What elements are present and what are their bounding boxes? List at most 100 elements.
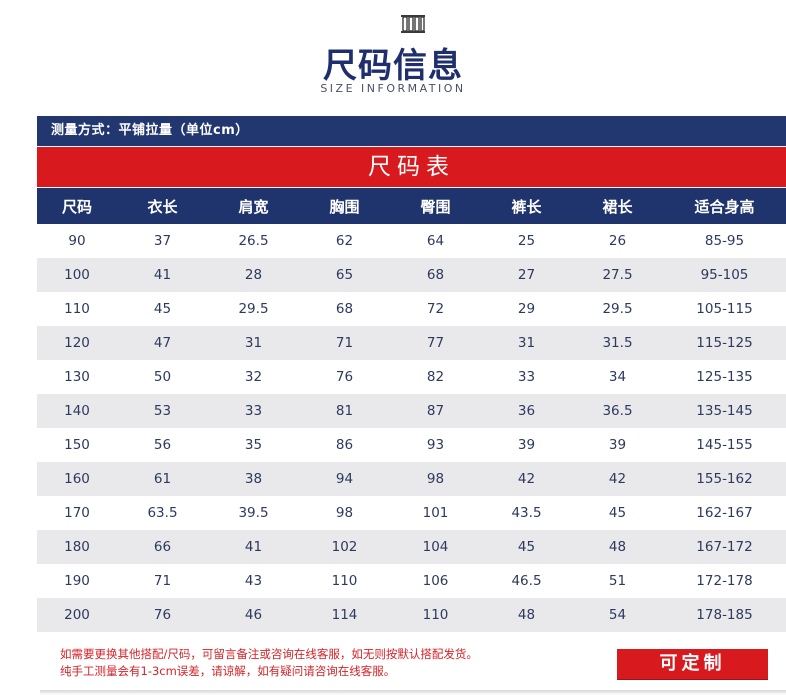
table-cell: 41: [244, 539, 263, 555]
table-cell: 42: [517, 471, 536, 487]
table-cell: 94: [335, 471, 354, 487]
table-cell: 47: [153, 335, 172, 351]
measure-method-bar: 测量方式：平铺拉量（单位cm）: [37, 116, 786, 146]
clothes-rack-icon: [401, 15, 425, 33]
table-cell: 31: [517, 335, 536, 351]
table-row: 100 41 28 65 68 27 27.5 95-105: [37, 258, 786, 292]
table-cell: 106: [422, 573, 449, 589]
table-cell: 45: [608, 505, 627, 521]
table-cell: 53: [153, 403, 172, 419]
table-body: 90 37 26.5 62 64 25 26 85-95 100 41 28 65 68 27 27.5 95…: [37, 224, 786, 632]
table-cell: 46.5: [511, 573, 542, 589]
notice-line-1: 如需要更换其他搭配/尺码，可留言备注或咨询在线客服，如无则按默认搭配发货。: [60, 647, 478, 661]
column-header: 衣长: [147, 197, 178, 216]
table-cell: 72: [426, 301, 445, 317]
table-cell: 140: [64, 403, 90, 419]
table-row: 130 50 32 76 82 33 34 125-135: [37, 360, 786, 394]
table-cell: 32: [244, 369, 263, 385]
table-cell: 51: [608, 573, 627, 589]
table-cell: 71: [335, 335, 354, 351]
table-cell: 90: [68, 233, 86, 249]
size-table-title: 尺码表: [37, 147, 786, 187]
table-cell: 43: [244, 573, 263, 589]
table-cell: 104: [422, 539, 449, 555]
table-cell: 77: [426, 335, 445, 351]
table-row: 160 61 38 94 98 42 42 155-162: [37, 462, 786, 496]
table-cell: 180: [64, 539, 90, 555]
table-cell: 65: [335, 267, 354, 283]
table-row: 120 47 31 71 77 31 31.5 115-125: [37, 326, 786, 360]
table-cell: 50: [153, 369, 172, 385]
table-cell: 114: [331, 607, 358, 623]
column-header: 臀围: [420, 197, 451, 216]
table-cell: 31.5: [602, 335, 633, 351]
table-cell: 155-162: [696, 471, 753, 487]
table-cell: 102: [331, 539, 358, 555]
table-row: 110 45 29.5 68 72 29 29.5 105-115: [37, 292, 786, 326]
table-cell: 76: [153, 607, 172, 623]
table-cell: 93: [426, 437, 445, 453]
table-cell: 62: [335, 233, 354, 249]
table-cell: 160: [64, 471, 90, 487]
table-cell: 95-105: [700, 267, 749, 283]
page-subtitle: SIZE INFORMATION: [320, 82, 466, 95]
table-cell: 38: [244, 471, 263, 487]
table-cell: 76: [335, 369, 354, 385]
table-cell: 45: [153, 301, 172, 317]
table-cell: 45: [517, 539, 536, 555]
table-cell: 85-95: [704, 233, 745, 249]
notice-line-2: 纯手工测量会有1-3cm误差，请谅解，如有疑问请咨询在线客服。: [60, 664, 396, 678]
table-cell: 125-135: [696, 369, 753, 385]
table-cell: 43.5: [511, 505, 542, 521]
table-cell: 26.5: [238, 233, 269, 249]
column-header: 尺码: [61, 197, 92, 216]
table-cell: 29: [517, 301, 536, 317]
table-row: 200 76 46 114 110 48 54 178-185: [37, 598, 786, 632]
table-cell: 115-125: [696, 335, 753, 351]
table-cell: 42: [608, 471, 627, 487]
table-cell: 87: [426, 403, 445, 419]
table-cell: 110: [64, 301, 90, 317]
table-cell: 66: [153, 539, 172, 555]
table-cell: 61: [153, 471, 172, 487]
table-cell: 101: [422, 505, 449, 521]
table-cell: 56: [153, 437, 172, 453]
table-cell: 33: [244, 403, 263, 419]
table-cell: 28: [244, 267, 263, 283]
table-cell: 48: [608, 539, 627, 555]
table-cell: 150: [64, 437, 90, 453]
table-cell: 26: [608, 233, 627, 249]
table-cell: 178-185: [696, 607, 753, 623]
table-cell: 110: [331, 573, 358, 589]
table-cell: 135-145: [696, 403, 753, 419]
size-table: 尺码 衣长 肩宽 胸围 臀围 裤长 裙长 适合身高 90 37 26.5 62 64 25 26 85-95…: [37, 188, 786, 632]
table-cell: 81: [335, 403, 354, 419]
table-cell: 63.5: [147, 505, 178, 521]
column-header: 裙长: [602, 197, 633, 216]
column-header: 胸围: [329, 197, 360, 216]
table-cell: 27.5: [602, 267, 633, 283]
table-cell: 130: [64, 369, 90, 385]
column-header: 肩宽: [238, 197, 269, 216]
table-cell: 39: [517, 437, 536, 453]
table-header-row: 尺码 衣长 肩宽 胸围 臀围 裤长 裙长 适合身高: [37, 188, 786, 224]
table-cell: 36: [517, 403, 536, 419]
table-cell: 172-178: [696, 573, 753, 589]
table-cell: 31: [244, 335, 263, 351]
customizable-button[interactable]: 可定制: [617, 649, 768, 679]
table-cell: 39.5: [238, 505, 269, 521]
table-cell: 98: [335, 505, 354, 521]
table-cell: 105-115: [696, 301, 753, 317]
table-cell: 37: [153, 233, 172, 249]
table-cell: 145-155: [696, 437, 753, 453]
table-cell: 29.5: [238, 301, 269, 317]
table-cell: 29.5: [602, 301, 633, 317]
table-cell: 98: [426, 471, 445, 487]
table-cell: 41: [153, 267, 172, 283]
table-cell: 36.5: [602, 403, 633, 419]
table-cell: 190: [64, 573, 90, 589]
table-cell: 68: [426, 267, 445, 283]
table-cell: 162-167: [696, 505, 753, 521]
table-cell: 200: [64, 607, 90, 623]
bottom-divider: [40, 690, 786, 695]
